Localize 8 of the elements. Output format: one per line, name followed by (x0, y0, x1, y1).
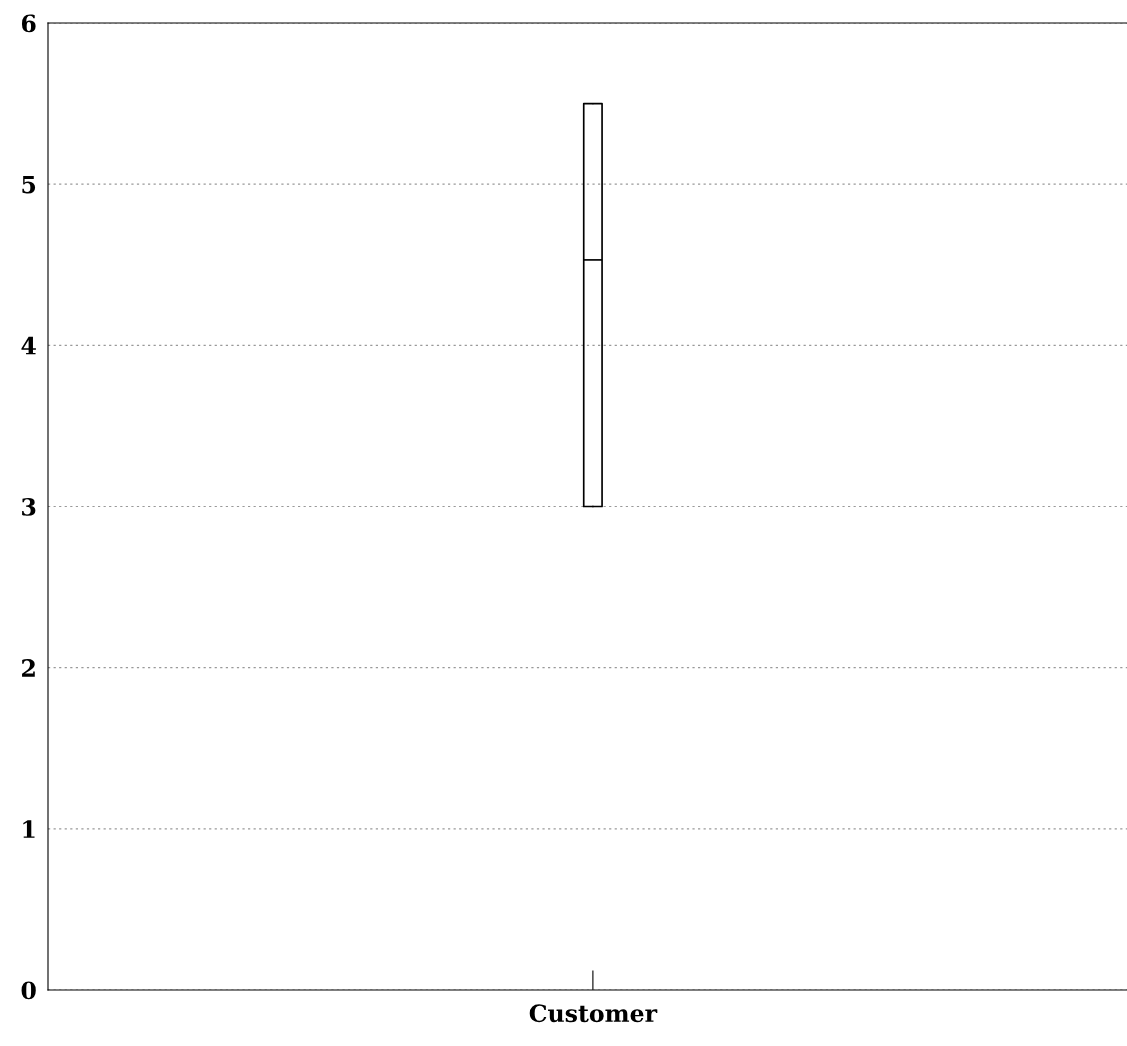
y-tick-label: 2 (22, 659, 35, 677)
y-tick-label: 6 (21, 14, 36, 33)
x-tick-label: Customer (529, 1004, 658, 1023)
y-tick-label: 4 (21, 336, 36, 355)
y-tick-label: 0 (21, 981, 36, 1000)
y-tick-label: 5 (22, 175, 36, 194)
y-tick-label: 3 (22, 497, 36, 516)
y-tick-label: 1 (23, 820, 35, 838)
